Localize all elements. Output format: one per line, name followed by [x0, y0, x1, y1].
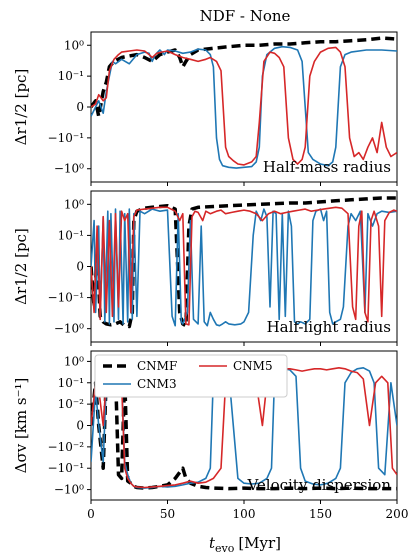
y-tick-label: 0: [76, 419, 84, 433]
y-tick-label: 10⁻¹: [58, 376, 84, 390]
y-axis-label: Δr1/2 [pc]: [12, 69, 30, 146]
y-tick-label: 0: [76, 260, 84, 274]
x-tick-label: 100: [233, 507, 256, 521]
y-axis-label: Δr1/2 [pc]: [12, 228, 30, 305]
y-tick-label: 0: [76, 100, 84, 114]
panel-title: Velocity dispersion: [246, 476, 391, 494]
panel-title: Half-light radius: [267, 318, 391, 336]
series-group: [91, 196, 397, 329]
series-line-cnm3: [91, 45, 397, 169]
series-line-cnm5: [91, 46, 397, 166]
x-tick-label: 150: [309, 507, 332, 521]
legend-label-cnmf: CNMF: [137, 359, 177, 373]
panel-title: Half-mass radius: [263, 158, 391, 176]
y-tick-label: −10⁰: [54, 322, 84, 336]
y-tick-label: 10⁰: [64, 354, 84, 368]
x-tick-label: 0: [87, 507, 95, 521]
series-line-cnm3: [91, 208, 397, 327]
x-tick-label: 200: [386, 507, 409, 521]
legend-label-cnm5: CNM5: [233, 359, 273, 373]
legend-label-cnm3: CNM3: [137, 377, 177, 391]
y-tick-label: −10⁰: [54, 162, 84, 176]
x-axis-label-unit: [Myr]: [238, 534, 281, 552]
y-tick-label: 10⁻²: [58, 397, 85, 411]
y-tick-label: −10⁻¹: [48, 291, 84, 305]
y-tick-label: −10⁻²: [48, 440, 85, 454]
panel-1: 10⁰ 10⁻¹ 0 −10⁻¹ −10⁰ Δr1/2 [pc] Half-mass rad…: [12, 31, 398, 186]
series-line-cnm5: [91, 206, 397, 326]
legend-frame: [94, 354, 288, 398]
y-tick-label: 10⁰: [64, 38, 84, 52]
y-tick-label: −10⁰: [54, 483, 84, 497]
y-tick-label: 10⁻¹: [58, 69, 84, 83]
y-tick-label: −10⁻¹: [48, 131, 84, 145]
y-tick-label: −10⁻¹: [48, 461, 84, 475]
x-axis-label-main: t: [209, 534, 216, 552]
legend: CNMF CNM5 CNM3: [94, 354, 288, 398]
x-tick-label: 50: [160, 507, 175, 521]
figure-title: NDF - None: [200, 7, 291, 25]
y-tick-label: 10⁻¹: [58, 228, 84, 242]
x-axis-label-sub: evo: [215, 542, 235, 555]
y-axis-label: Δσv [km s⁻¹]: [12, 378, 30, 474]
x-axis-label: tevo [Myr]: [209, 534, 281, 555]
series-group: [91, 36, 397, 169]
y-tick-label: 10⁰: [64, 197, 84, 211]
panel-2: 10⁰ 10⁻¹ 0 −10⁻¹ −10⁰ Δr1/2 [pc] Half-light ra…: [12, 190, 398, 346]
